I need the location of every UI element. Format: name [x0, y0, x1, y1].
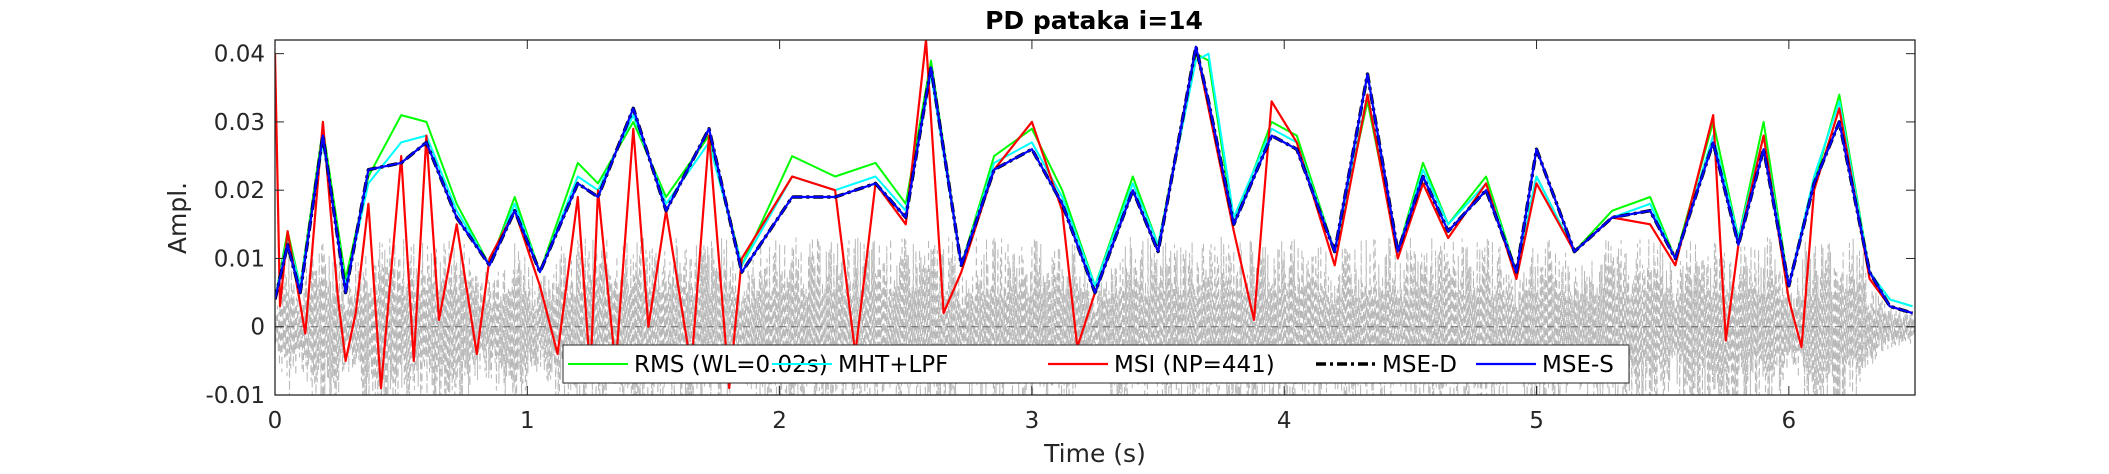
legend: RMS (WL=0.02s) MHT+LPF MSI (NP=441) MSE-D MS… — [562, 344, 1630, 384]
y-tick-label: 0.03 — [214, 110, 265, 136]
x-tick-label: 1 — [520, 408, 535, 434]
plot-area — [275, 40, 1915, 395]
legend-label-mht: MHT+LPF — [838, 352, 948, 378]
x-tick-label: 4 — [1277, 408, 1292, 434]
legend-label-msed: MSE-D — [1382, 352, 1457, 378]
chart-title: PD pataka i=14 — [985, 6, 1203, 35]
series-line-mses — [275, 45, 1913, 315]
axes-box — [274, 39, 1916, 396]
x-tick-label: 3 — [1025, 408, 1040, 434]
x-tick-label: 2 — [772, 408, 787, 434]
y-tick-label: -0.01 — [205, 383, 265, 409]
x-tick-label: 0 — [268, 408, 283, 434]
x-axis-label: Time (s) — [1043, 439, 1146, 468]
plot-clip-group — [275, 40, 1915, 395]
y-axis-label: Ampl. — [163, 182, 192, 254]
legend-label-msi: MSI (NP=441) — [1114, 352, 1275, 378]
legend-label-mses: MSE-S — [1542, 352, 1614, 378]
speech-signal — [275, 236, 1915, 395]
series-line-msi — [275, 40, 1913, 390]
y-tick-label: 0.04 — [214, 42, 265, 68]
y-tick-label: 0.02 — [214, 178, 265, 204]
x-tick-label: 6 — [1782, 408, 1797, 434]
x-tick-label: 5 — [1529, 408, 1544, 434]
y-tick-label: 0 — [250, 315, 265, 341]
y-tick-label: 0.01 — [214, 246, 265, 272]
